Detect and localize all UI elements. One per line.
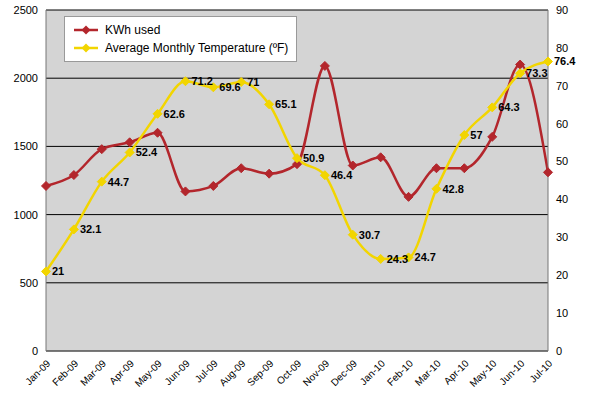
svg-text:Apr-10: Apr-10 [442,357,471,386]
svg-text:62.6: 62.6 [164,108,185,120]
svg-text:Jun-09: Jun-09 [162,357,192,387]
svg-text:21: 21 [52,265,64,277]
svg-text:Jul-10: Jul-10 [527,357,554,384]
svg-text:90: 90 [556,4,568,16]
svg-text:Mar-09: Mar-09 [78,357,108,387]
svg-text:50: 50 [556,155,568,167]
svg-text:24.3: 24.3 [387,253,408,265]
svg-text:2500: 2500 [14,4,38,16]
svg-text:80: 80 [556,42,568,54]
svg-text:60: 60 [556,118,568,130]
svg-text:Nov-09: Nov-09 [301,357,332,388]
svg-text:2000: 2000 [14,72,38,84]
svg-text:May-09: May-09 [133,357,165,389]
svg-text:40: 40 [556,193,568,205]
svg-text:46.4: 46.4 [331,169,353,181]
svg-text:42.8: 42.8 [442,183,463,195]
svg-text:44.7: 44.7 [108,176,129,188]
svg-text:Jan-10: Jan-10 [358,357,388,387]
svg-text:20: 20 [556,269,568,281]
svg-text:64.3: 64.3 [498,101,519,113]
svg-text:0: 0 [32,345,38,357]
svg-text:Feb-10: Feb-10 [385,357,415,387]
svg-text:Feb-09: Feb-09 [50,357,80,387]
svg-text:1500: 1500 [14,140,38,152]
svg-text:10: 10 [556,307,568,319]
svg-text:Mar-10: Mar-10 [413,357,443,387]
svg-text:52.4: 52.4 [136,146,158,158]
svg-text:500: 500 [20,277,38,289]
svg-text:76.4: 76.4 [554,55,576,67]
svg-text:Apr-09: Apr-09 [107,357,136,386]
svg-text:Aug-09: Aug-09 [217,357,248,388]
html-text:KWh used: KWh used [105,23,161,37]
svg-text:Dec-09: Dec-09 [329,357,360,388]
svg-text:65.1: 65.1 [275,98,296,110]
svg-text:30.7: 30.7 [359,229,380,241]
html-text:Average Monthly Temperature (º: Average Monthly Temperature (ºF) [105,41,289,55]
svg-text:Jun-10: Jun-10 [497,357,527,387]
svg-text:24.7: 24.7 [415,251,436,263]
svg-text:0: 0 [556,345,562,357]
svg-text:Jan-09: Jan-09 [23,357,53,387]
svg-text:Oct-09: Oct-09 [274,357,303,386]
svg-text:Jul-09: Jul-09 [192,357,220,385]
svg-text:30: 30 [556,231,568,243]
svg-text:32.1: 32.1 [80,223,101,235]
svg-text:1000: 1000 [14,209,38,221]
svg-text:Sep-09: Sep-09 [245,357,276,388]
svg-text:70: 70 [556,80,568,92]
svg-text:71.2: 71.2 [191,75,212,87]
svg-text:73.3: 73.3 [526,67,547,79]
svg-text:71: 71 [247,76,259,88]
svg-text:May-10: May-10 [467,357,499,389]
svg-text:69.6: 69.6 [219,81,240,93]
svg-text:57: 57 [470,129,482,141]
svg-text:50.9: 50.9 [303,152,324,164]
